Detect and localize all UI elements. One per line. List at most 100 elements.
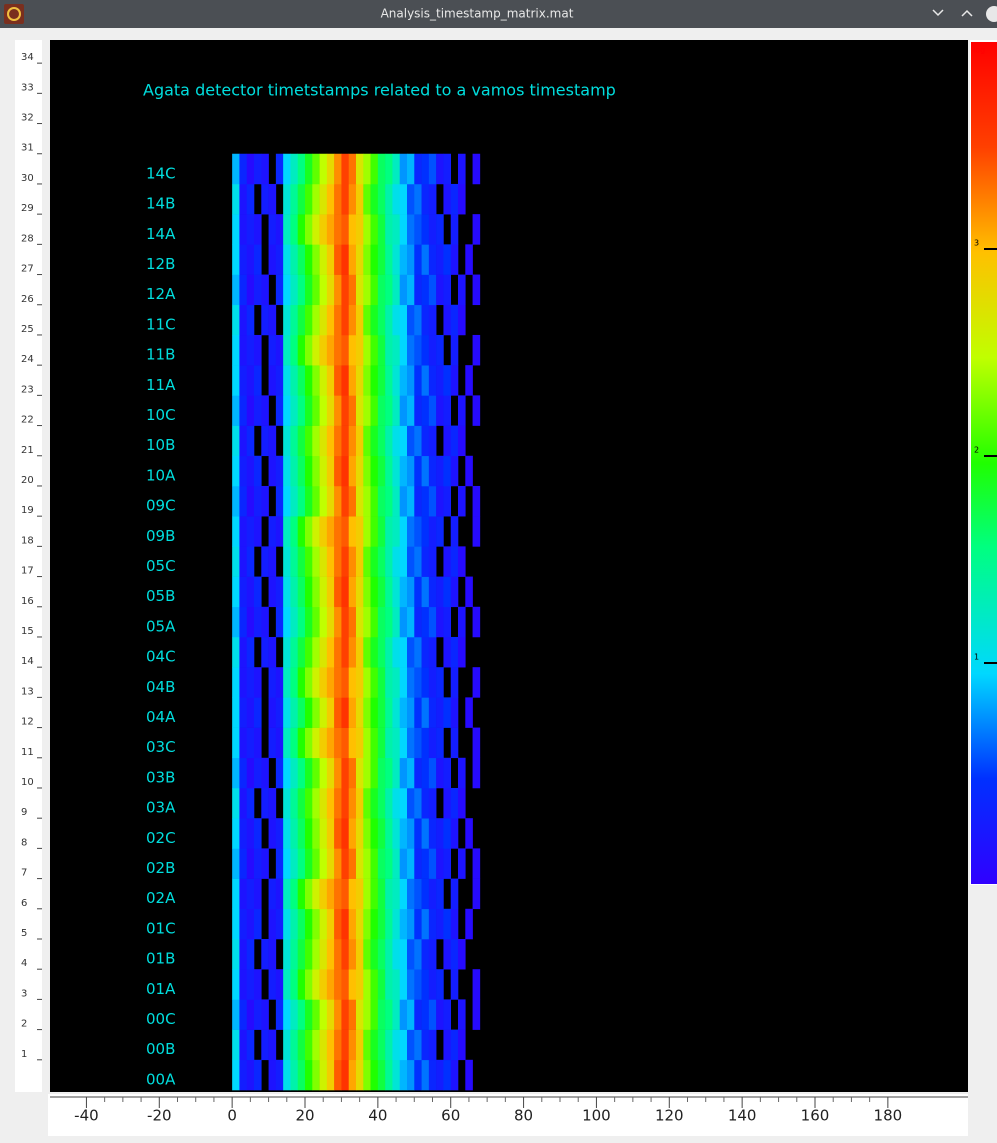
heatmap-cell — [261, 848, 269, 879]
heatmap-cell — [422, 728, 430, 759]
heatmap-cell — [341, 395, 349, 426]
heatmap-cell — [414, 395, 422, 426]
heatmap-cell — [269, 305, 277, 336]
heatmap-cell — [334, 456, 342, 487]
heatmap-cell — [422, 939, 430, 970]
heatmap-cell — [422, 969, 430, 1000]
row-label: 00C — [146, 1010, 176, 1028]
heatmap-cell — [334, 1060, 342, 1091]
heatmap-cell — [356, 667, 364, 698]
heatmap-cell — [290, 154, 298, 185]
heatmap-cell — [290, 607, 298, 638]
heatmap-cell — [356, 788, 364, 819]
heatmap-cell — [232, 909, 240, 940]
heatmap-cell — [269, 335, 277, 366]
heatmap-cell — [341, 214, 349, 245]
heatmap-cell — [305, 999, 313, 1030]
heatmap-cell — [341, 728, 349, 759]
heatmap-cell — [305, 848, 313, 879]
heatmap-cell — [356, 848, 364, 879]
heatmap-cell — [400, 577, 408, 608]
heatmap-cell — [392, 607, 400, 638]
heatmap-cell — [473, 848, 481, 879]
y-tick-label: 9 — [21, 807, 27, 818]
heatmap-cell — [429, 516, 437, 547]
heatmap-cell — [269, 667, 277, 698]
heatmap-cell — [239, 909, 247, 940]
heatmap-cell — [443, 305, 451, 336]
heatmap-cell — [407, 818, 415, 849]
colorbar-tick-label: 2 — [974, 446, 979, 455]
heatmap-cell — [298, 788, 306, 819]
heatmap-cell — [283, 969, 291, 1000]
heatmap-cell — [254, 154, 262, 185]
heatmap-cell — [276, 667, 284, 698]
heatmap-cell — [400, 214, 408, 245]
heatmap-cell — [371, 305, 379, 336]
heatmap-cell — [298, 456, 306, 487]
heatmap-cell — [356, 879, 364, 910]
heatmap-cell — [327, 546, 335, 577]
heatmap-cell — [232, 1030, 240, 1061]
colorbar-tick-label: 1 — [974, 653, 979, 662]
heatmap-cell — [341, 879, 349, 910]
heatmap-cell — [327, 607, 335, 638]
y-tick-label: 11 — [21, 747, 34, 758]
heatmap-cell — [349, 818, 357, 849]
heatmap-cell — [378, 939, 386, 970]
heatmap-cell — [334, 848, 342, 879]
heatmap-cell — [356, 1060, 364, 1091]
heatmap-cell — [320, 909, 328, 940]
heatmap-cell — [232, 546, 240, 577]
heatmap-cell — [239, 879, 247, 910]
heatmap-cell — [312, 577, 320, 608]
heatmap-cell — [451, 818, 459, 849]
heatmap-cell — [334, 486, 342, 517]
heatmap-cell — [473, 335, 481, 366]
heatmap-cell — [385, 818, 393, 849]
heatmap-cell — [283, 939, 291, 970]
heatmap-cell — [305, 275, 313, 306]
heatmap-cell — [400, 184, 408, 215]
heatmap-cell — [239, 758, 247, 789]
heatmap-cell — [320, 275, 328, 306]
heatmap-cell — [312, 154, 320, 185]
heatmap-cell — [429, 395, 437, 426]
heatmap-cell — [283, 607, 291, 638]
heatmap-cell — [451, 909, 459, 940]
heatmap-cell — [312, 456, 320, 487]
heatmap-cell — [349, 184, 357, 215]
heatmap-cell — [392, 275, 400, 306]
heatmap-cell — [451, 697, 459, 728]
heatmap-cell — [247, 516, 255, 547]
heatmap-cell — [356, 939, 364, 970]
heatmap-cell — [407, 335, 415, 366]
heatmap-cell — [451, 1060, 459, 1091]
heatmap-cell — [356, 577, 364, 608]
heatmap-cell — [320, 939, 328, 970]
heatmap-cell — [247, 305, 255, 336]
heatmap-cell — [283, 395, 291, 426]
heatmap-cell — [392, 788, 400, 819]
heatmap-cell — [443, 244, 451, 275]
heatmap-cell — [239, 244, 247, 275]
heatmap-cell — [232, 939, 240, 970]
colorbar-label: log — [973, 46, 985, 55]
heatmap-cell — [290, 244, 298, 275]
heatmap-cell — [349, 305, 357, 336]
heatmap-cell — [385, 305, 393, 336]
heatmap-cell — [349, 969, 357, 1000]
heatmap-cell — [407, 758, 415, 789]
row-label: 02A — [146, 889, 176, 907]
heatmap-cell — [465, 818, 473, 849]
heatmap-cell — [232, 154, 240, 185]
heatmap-cell — [363, 365, 371, 396]
heatmap-cell — [443, 697, 451, 728]
heatmap-cell — [276, 275, 284, 306]
heatmap-cell — [385, 879, 393, 910]
heatmap-cell — [371, 1030, 379, 1061]
heatmap-cell — [261, 426, 269, 457]
heatmap-cell — [327, 818, 335, 849]
y-tick-label: 23 — [21, 384, 34, 395]
heatmap-cell — [436, 244, 444, 275]
